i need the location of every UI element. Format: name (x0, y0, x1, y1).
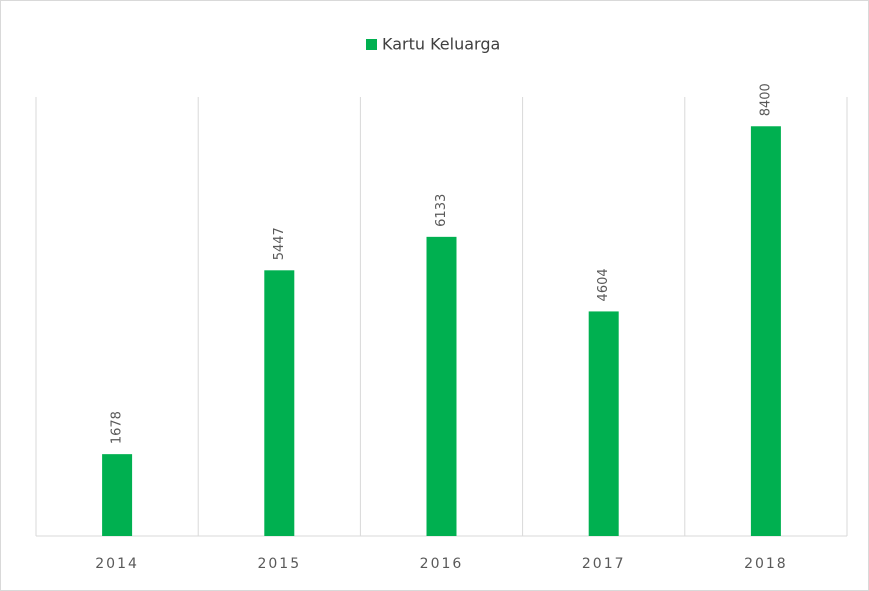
legend-swatch (366, 39, 377, 50)
data-label: 6133 (434, 194, 449, 227)
data-label: 8400 (758, 83, 773, 116)
bar (588, 311, 619, 536)
x-tick-label: 2016 (420, 556, 464, 572)
bar (102, 454, 133, 536)
x-tick-label: 2018 (744, 556, 788, 572)
bar (750, 126, 781, 537)
x-tick-label: 2015 (257, 556, 301, 572)
data-label: 1678 (110, 411, 125, 444)
x-tick-label: 2017 (582, 556, 626, 572)
x-tick-label: 2014 (95, 556, 139, 572)
bar (264, 270, 295, 536)
bar (426, 236, 457, 536)
data-label: 5447 (272, 227, 287, 260)
data-label: 4604 (596, 268, 611, 301)
legend-label: Kartu Keluarga (382, 35, 500, 54)
